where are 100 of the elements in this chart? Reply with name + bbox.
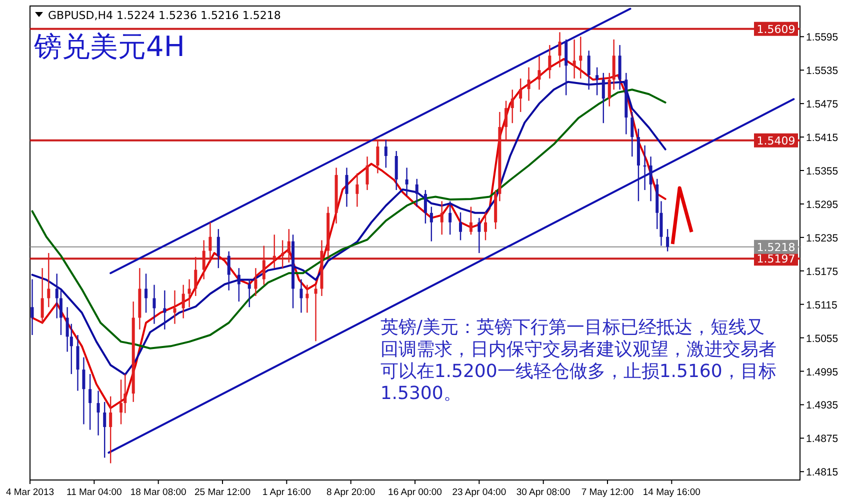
ref-line-label: 1.5197 bbox=[756, 252, 796, 266]
candlestick bbox=[262, 245, 266, 286]
candlestick bbox=[430, 206, 433, 242]
candlestick bbox=[66, 306, 69, 352]
candlestick bbox=[643, 144, 646, 191]
ref-line-label: 1.5218 bbox=[756, 240, 796, 254]
x-tick-label: 14 May 16:00 bbox=[642, 487, 700, 498]
candlestick bbox=[124, 373, 127, 414]
y-tick-label: 1.5415 bbox=[806, 132, 838, 144]
candlestick bbox=[572, 38, 576, 80]
candlestick bbox=[630, 111, 634, 158]
candlestick bbox=[188, 278, 191, 308]
candlestick bbox=[173, 290, 176, 324]
x-tick-label: 30 Apr 08:00 bbox=[516, 487, 570, 498]
y-tick-label: 1.5595 bbox=[806, 32, 838, 44]
y-tick-label: 1.5295 bbox=[806, 198, 838, 211]
candlestick bbox=[527, 66, 530, 102]
candlestick bbox=[405, 167, 408, 196]
candlestick bbox=[55, 273, 58, 319]
y-tick-label: 1.5475 bbox=[806, 98, 838, 111]
candlestick bbox=[519, 78, 522, 113]
candlestick bbox=[602, 72, 605, 124]
candlestick bbox=[660, 200, 663, 246]
annotation: 英镑/美元：英镑下行第一目标已经抵达，短线又回调需求，日内保守交易者建议观望，激进交易者可以在1.5200一线轻仓做多，止损1.5160，目标1.5300。 bbox=[380, 317, 776, 404]
candlestick bbox=[579, 36, 582, 80]
candlestick bbox=[649, 156, 652, 202]
candlestick bbox=[76, 334, 80, 392]
candlestick bbox=[478, 217, 481, 254]
candlestick bbox=[564, 38, 568, 96]
x-tick-label: 25 Mar 12:00 bbox=[194, 487, 250, 498]
y-tick-label: 1.5175 bbox=[806, 266, 838, 278]
candlestick bbox=[608, 72, 611, 107]
candlestick bbox=[194, 256, 198, 297]
candlestick bbox=[287, 228, 290, 264]
candlestick bbox=[314, 284, 318, 342]
candlestick bbox=[144, 273, 148, 314]
y-tick-label: 1.4875 bbox=[806, 433, 838, 446]
candlestick bbox=[237, 267, 240, 302]
candlestick bbox=[394, 150, 398, 191]
candlestick bbox=[345, 167, 348, 208]
candlestick bbox=[70, 323, 73, 375]
candlestick bbox=[59, 290, 62, 336]
candlestick bbox=[440, 200, 444, 236]
candlestick bbox=[366, 156, 369, 191]
candlestick bbox=[424, 189, 427, 224]
y-tick-label: 1.5355 bbox=[806, 166, 838, 178]
candlestick bbox=[558, 32, 562, 68]
candlestick bbox=[30, 278, 34, 336]
candlestick bbox=[152, 284, 156, 324]
x-tick-label: 23 Apr 04:00 bbox=[452, 487, 506, 498]
x-tick-label: 11 Mar 04:00 bbox=[66, 487, 122, 498]
candlestick bbox=[384, 139, 388, 168]
candlestick bbox=[306, 284, 309, 314]
candlestick bbox=[484, 212, 488, 241]
candlestick bbox=[300, 278, 303, 314]
y-tick-label: 1.4935 bbox=[806, 400, 838, 412]
x-tick-label: 18 Mar 08:00 bbox=[130, 487, 186, 498]
candlestick bbox=[510, 89, 514, 124]
y-tick-label: 1.4815 bbox=[806, 466, 838, 479]
candlestick bbox=[254, 267, 258, 297]
chart-title: GBPUSD,H4 1.5224 1.5236 1.5216 1.5218 bbox=[48, 9, 281, 22]
candlestick bbox=[103, 401, 106, 458]
candlestick bbox=[96, 390, 100, 436]
candlestick bbox=[548, 44, 552, 80]
candlestick bbox=[88, 373, 92, 430]
candlestick bbox=[82, 356, 86, 425]
candlestick bbox=[504, 100, 508, 140]
candlestick bbox=[47, 252, 50, 308]
candlestick bbox=[469, 206, 472, 236]
candlestick bbox=[376, 139, 380, 174]
candlestick bbox=[281, 240, 284, 269]
candlestick bbox=[182, 284, 185, 319]
candlestick bbox=[356, 172, 359, 208]
x-tick-label: 4 Mar 2013 bbox=[6, 487, 54, 498]
candlestick bbox=[587, 50, 590, 90]
x-tick-label: 7 May 12:00 bbox=[581, 487, 634, 498]
candlestick bbox=[40, 267, 44, 324]
y-tick-label: 1.5055 bbox=[806, 332, 838, 345]
candlestick bbox=[120, 379, 123, 425]
candlestick bbox=[163, 290, 166, 330]
text: 镑兑美元4H bbox=[33, 30, 185, 63]
y-tick-label: 1.5115 bbox=[806, 299, 838, 312]
candlestick bbox=[618, 44, 622, 90]
candlestick bbox=[612, 38, 616, 90]
candlestick bbox=[272, 234, 276, 269]
x-tick-label: 8 Apr 20:00 bbox=[326, 487, 376, 498]
candlestick bbox=[216, 228, 220, 269]
candlestick bbox=[227, 250, 230, 291]
candlestick bbox=[208, 222, 212, 264]
candlestick bbox=[109, 396, 112, 464]
x-tick-label: 1 Apr 16:00 bbox=[262, 487, 311, 498]
candlestick bbox=[448, 200, 452, 236]
candlestick bbox=[596, 66, 599, 96]
y-tick-label: 1.4995 bbox=[806, 366, 838, 378]
ref-line-label: 1.5409 bbox=[756, 134, 796, 148]
ref-line-label: 1.5609 bbox=[756, 22, 796, 36]
candlestick bbox=[666, 228, 670, 252]
candlestick bbox=[202, 240, 206, 280]
y-tick-label: 1.5235 bbox=[806, 232, 838, 244]
y-tick-label: 1.5535 bbox=[806, 65, 838, 78]
